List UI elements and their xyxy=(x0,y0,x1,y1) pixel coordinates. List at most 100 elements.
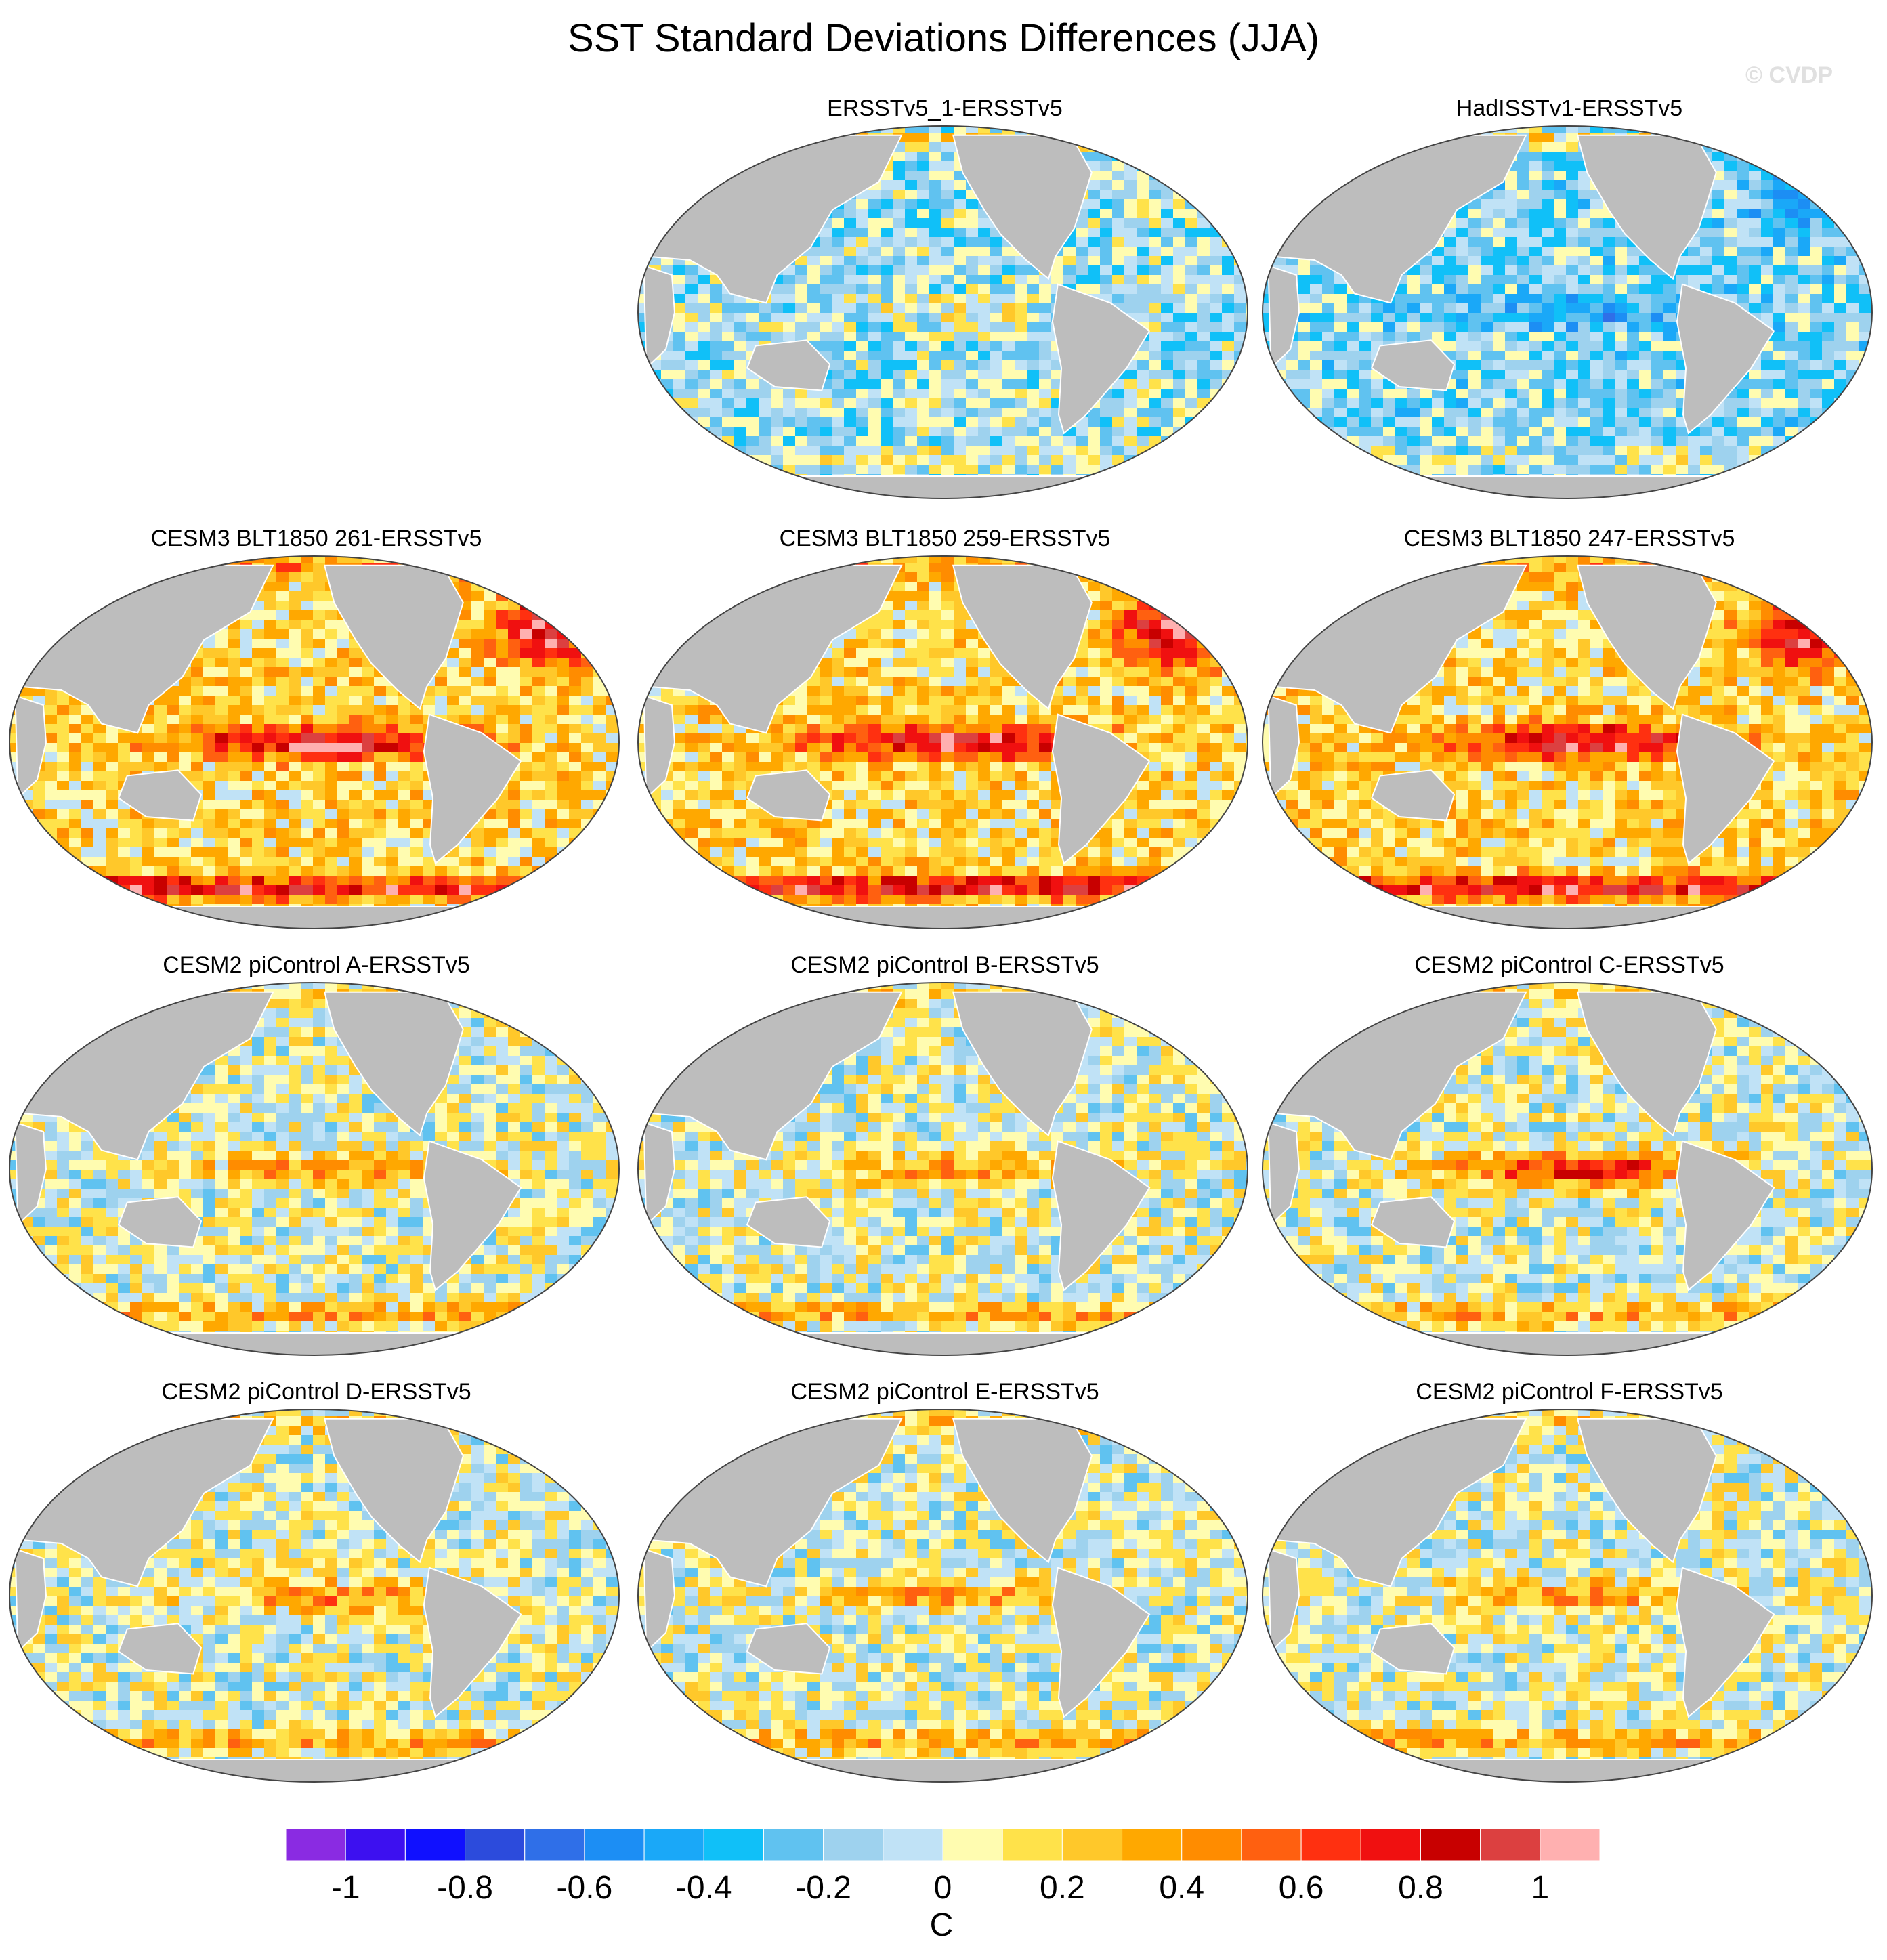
sst-cell xyxy=(337,667,350,677)
sst-cell xyxy=(1554,126,1567,133)
sst-cell xyxy=(1517,436,1530,446)
sst-cell xyxy=(1493,465,1506,475)
sst-cell xyxy=(203,696,216,706)
sst-cell xyxy=(1773,455,1786,465)
sst-cell xyxy=(1002,427,1015,437)
sst-cell xyxy=(1210,171,1223,181)
sst-cell xyxy=(240,658,253,668)
sst-cell xyxy=(1322,126,1335,133)
sst-cell xyxy=(746,133,759,143)
sst-cell xyxy=(966,228,979,238)
sst-cell xyxy=(1590,341,1603,351)
sst-cell xyxy=(1420,465,1433,475)
sst-cell xyxy=(929,228,942,238)
sst-cell xyxy=(929,199,942,209)
sst-cell xyxy=(1347,303,1359,314)
sst-cell xyxy=(1234,228,1247,238)
sst-cell xyxy=(844,247,857,257)
sst-cell xyxy=(459,556,472,563)
sst-cell xyxy=(313,629,326,639)
sst-cell xyxy=(520,620,533,630)
sst-cell xyxy=(1371,398,1384,408)
sst-cell xyxy=(1088,265,1101,276)
sst-cell xyxy=(618,677,619,687)
sst-cell xyxy=(673,360,686,370)
sst-cell xyxy=(1566,126,1579,133)
sst-cell xyxy=(1554,275,1567,285)
sst-cell xyxy=(1737,294,1750,304)
sst-cell xyxy=(1407,427,1420,437)
sst-cell xyxy=(1002,398,1015,408)
sst-cell xyxy=(1785,398,1798,408)
sst-cell xyxy=(1444,436,1457,446)
sst-cell xyxy=(868,417,881,427)
sst-cell xyxy=(807,446,820,456)
sst-cell xyxy=(1444,389,1457,399)
sst-cell xyxy=(807,126,820,133)
sst-cell xyxy=(45,572,58,582)
sst-cell xyxy=(1627,275,1640,285)
sst-cell xyxy=(1724,209,1737,219)
sst-cell xyxy=(1773,398,1786,408)
sst-cell xyxy=(1420,436,1433,446)
sst-cell xyxy=(1197,446,1210,456)
sst-cell xyxy=(746,322,759,333)
sst-cell xyxy=(1822,126,1835,133)
sst-cell xyxy=(868,427,881,437)
sst-cell xyxy=(685,341,698,351)
sst-cell xyxy=(1112,228,1125,238)
sst-cell xyxy=(618,563,619,573)
sst-cell xyxy=(1627,322,1640,333)
sst-cell xyxy=(856,228,869,238)
sst-cell xyxy=(1798,313,1810,323)
sst-cell xyxy=(1173,417,1186,427)
sst-cell xyxy=(581,677,594,687)
sst-cell xyxy=(508,677,521,687)
sst-cell xyxy=(1100,237,1113,247)
sst-cell xyxy=(1137,218,1149,228)
sst-cell xyxy=(9,601,21,611)
sst-cell xyxy=(941,142,954,152)
sst-cell xyxy=(1298,408,1311,418)
sst-cell xyxy=(1773,389,1786,399)
sst-cell xyxy=(435,677,448,687)
sst-cell xyxy=(929,408,942,418)
sst-cell xyxy=(1761,275,1774,285)
sst-cell xyxy=(893,256,906,266)
sst-cell xyxy=(917,370,930,380)
sst-cell xyxy=(1590,360,1603,370)
sst-cell xyxy=(57,563,70,573)
sst-cell xyxy=(1420,427,1433,437)
sst-cell xyxy=(929,294,942,304)
sst-cell xyxy=(1542,408,1554,418)
sst-cell xyxy=(1137,275,1149,285)
sst-cell xyxy=(1822,161,1835,171)
sst-cell xyxy=(893,389,906,399)
sst-cell xyxy=(1578,209,1591,219)
sst-cell xyxy=(1456,265,1469,276)
sst-cell xyxy=(69,563,82,573)
sst-cell xyxy=(1322,379,1335,389)
sst-cell xyxy=(1615,379,1628,389)
sst-cell xyxy=(545,705,557,715)
sst-cell xyxy=(1112,284,1125,295)
sst-cell xyxy=(1517,209,1530,219)
sst-cell xyxy=(1846,152,1859,162)
sst-cell xyxy=(1505,190,1518,200)
sst-cell xyxy=(1859,284,1871,295)
sst-cell xyxy=(301,677,314,687)
sst-cell xyxy=(661,161,674,171)
sst-cell xyxy=(1468,218,1481,228)
sst-cell xyxy=(1407,133,1420,143)
sst-cell xyxy=(905,133,918,143)
sst-cell xyxy=(1407,389,1420,399)
sst-cell xyxy=(649,152,662,162)
sst-cell xyxy=(1432,427,1445,437)
sst-cell xyxy=(1456,417,1469,427)
sst-cell xyxy=(1651,446,1664,456)
sst-cell xyxy=(1222,351,1235,361)
sst-cell xyxy=(1347,465,1359,475)
sst-cell xyxy=(1737,142,1750,152)
sst-cell xyxy=(1347,294,1359,304)
sst-cell xyxy=(1334,417,1347,427)
